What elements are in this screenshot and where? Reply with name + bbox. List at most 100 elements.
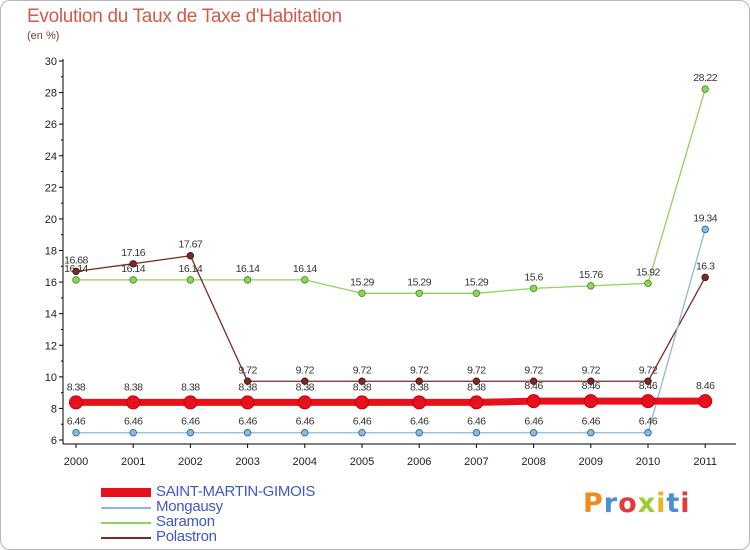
data-point	[243, 276, 252, 284]
data-point	[526, 394, 541, 409]
data-point	[243, 429, 252, 437]
data-label: 15.6	[524, 271, 543, 283]
data-point	[641, 394, 655, 409]
x-tick-label: 2009	[579, 456, 603, 468]
data-label: 6.46	[181, 416, 200, 428]
series-polastron: 16.68 17.16 17.67 9.72 9.72 9.72 9.72 9.72 9.72 9…	[64, 239, 716, 385]
data-point	[529, 377, 538, 385]
y-tick-label: 10	[45, 372, 57, 384]
data-label: 6.46	[124, 416, 143, 428]
legend-swatch	[101, 507, 151, 509]
data-point	[698, 394, 713, 409]
data-label: 6.46	[410, 416, 429, 428]
logo-letter: i	[680, 488, 691, 519]
data-point	[186, 276, 195, 284]
legend-item: SAINT-MARTIN-GIMOIS	[101, 483, 361, 500]
data-label: 28.22	[693, 72, 717, 84]
x-ticks: 2000 2001 2002 2003 2004 2005 2006 2007 2008 2009…	[64, 444, 717, 468]
x-tick-label: 2000	[64, 456, 88, 468]
data-point	[69, 395, 83, 410]
y-tick-label: 20	[45, 214, 57, 226]
data-label: 15.29	[407, 276, 431, 288]
data-point	[355, 395, 369, 410]
data-point	[472, 377, 481, 385]
series-line	[72, 397, 709, 406]
legend-swatch	[101, 488, 151, 497]
data-point	[644, 377, 652, 385]
x-tick-label: 2002	[178, 456, 202, 468]
data-point	[358, 377, 366, 385]
data-label: 6.46	[639, 416, 658, 428]
legend-swatch	[101, 522, 151, 524]
chart-unit-label: (en %)	[27, 30, 60, 42]
x-tick-label: 2003	[235, 456, 259, 468]
y-tick-label: 26	[45, 119, 57, 131]
data-point	[644, 429, 652, 437]
proxiti-logo: Proxiti	[583, 488, 691, 519]
data-label: 9.72	[582, 364, 601, 376]
legend-label: Mongausy	[156, 498, 223, 515]
data-point	[358, 429, 366, 437]
data-label: 16.14	[293, 263, 317, 275]
data-point	[129, 429, 137, 437]
data-point	[587, 282, 595, 290]
data-label: 8.38	[296, 381, 315, 393]
x-tick-label: 2005	[350, 456, 374, 468]
data-label: 19.34	[693, 212, 717, 224]
y-tick-label: 18	[45, 246, 57, 258]
data-point	[126, 395, 141, 410]
data-point	[301, 429, 309, 437]
data-label: 15.29	[465, 276, 489, 288]
legend-swatch	[101, 537, 151, 539]
series-saint-martin-gimois: 8.38 8.38 8.38 8.38 8.38 8.38 8.38 8.38 8.46 8.46…	[67, 380, 716, 410]
data-label: 6.46	[582, 416, 601, 428]
data-label: 17.67	[179, 239, 203, 251]
data-label: 8.38	[467, 381, 486, 393]
data-label: 6.46	[67, 416, 86, 428]
data-label: 9.72	[353, 364, 372, 376]
data-point	[701, 225, 709, 234]
data-point	[701, 273, 709, 282]
data-label: 8.38	[410, 381, 429, 393]
x-tick-label: 2011	[693, 456, 717, 468]
data-point	[415, 429, 423, 437]
data-point	[415, 289, 423, 297]
data-label: 16.68	[64, 254, 88, 266]
data-label: 15.76	[579, 269, 603, 281]
data-point	[358, 289, 366, 297]
series-line	[75, 228, 706, 434]
data-label: 8.38	[238, 381, 257, 393]
legend-label: Saramon	[156, 513, 215, 530]
data-point	[72, 267, 80, 276]
data-point	[587, 429, 595, 437]
legend-label: SAINT-MARTIN-GIMOIS	[156, 483, 316, 500]
data-label: 8.46	[524, 380, 543, 392]
data-point	[240, 395, 255, 410]
y-tick-label: 30	[45, 56, 57, 68]
x-tick-label: 2004	[293, 456, 317, 468]
data-label: 15.92	[636, 266, 660, 278]
data-label: 9.72	[410, 364, 429, 376]
data-point	[644, 279, 652, 288]
legend-label: Polastron	[156, 528, 217, 545]
chart-title: Evolution du Taux de Taxe d'Habitation	[27, 6, 342, 27]
data-point	[469, 395, 484, 410]
logo-letter: r	[603, 488, 619, 519]
series-mongausy: 6.46 6.46 6.46 6.46 6.46 6.46 6.46 6.46 6.46 6.46…	[67, 212, 718, 437]
data-point	[583, 394, 598, 409]
data-point	[587, 377, 595, 385]
y-tick-label: 12	[45, 340, 57, 352]
data-point	[301, 377, 309, 385]
legend-item: Polastron	[101, 528, 361, 545]
data-point	[72, 276, 80, 284]
data-label: 6.46	[238, 416, 257, 428]
data-label: 8.38	[181, 381, 200, 393]
y-tick-label: 24	[45, 151, 57, 163]
chart-legend: SAINT-MARTIN-GIMOIS Mongausy Saramon Polast…	[101, 483, 361, 545]
data-label: 8.38	[67, 381, 86, 393]
data-label: 8.46	[639, 380, 658, 392]
data-label: 9.72	[467, 364, 486, 376]
y-tick-label: 16	[45, 277, 57, 289]
data-point	[412, 395, 427, 410]
y-ticks: 6 8 10 12 14 16 18 20 22 24 26 28 30	[45, 56, 63, 447]
